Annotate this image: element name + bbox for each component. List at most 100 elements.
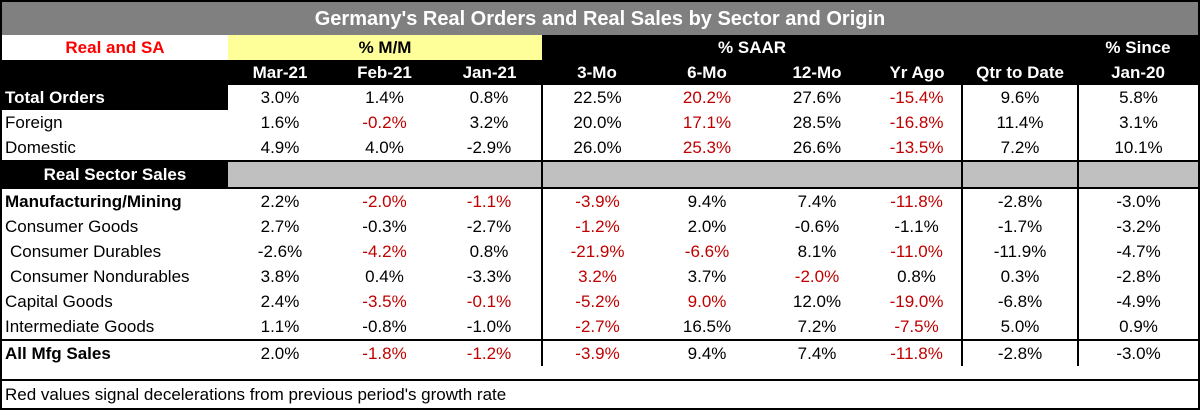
table-row: Consumer Durables -2.6% -4.2% 0.8% -21.9…	[2, 239, 1199, 264]
section-label-real-sector-sales: Real Sector Sales	[2, 160, 228, 188]
table-cell: -11.8%	[872, 187, 963, 214]
table-cell: -4.9%	[1077, 289, 1199, 314]
col-header: 6-Mo	[652, 60, 763, 85]
header-blank	[2, 60, 228, 85]
section-filler	[961, 160, 1079, 188]
table-row: All Mfg Sales 2.0% -1.8% -1.2% -3.9% 9.4…	[2, 339, 1199, 366]
table-cell: -0.6%	[794, 216, 840, 236]
table-cell: 4.0%	[365, 137, 404, 157]
table-cell: 0.3%	[961, 264, 1079, 289]
table-cell: 7.4%	[762, 339, 873, 366]
table-row: Intermediate Goods 1.1% -0.8% -1.0% -2.7…	[2, 314, 1199, 340]
table-cell: 9.0%	[687, 291, 727, 311]
section-filler	[228, 160, 543, 188]
table-cell: 9.4%	[652, 187, 763, 214]
table-cell: -3.2%	[1077, 214, 1199, 239]
table-cell: 3.2%	[469, 112, 509, 132]
col-header: Yr Ago	[872, 60, 963, 85]
col-header: Mar-21	[228, 60, 332, 85]
table-cell: -11.9%	[961, 239, 1079, 264]
table-cell: -4.2%	[362, 241, 407, 261]
table-cell: 3.0%	[260, 87, 300, 107]
table-cell: 20.2%	[682, 87, 732, 107]
table-cell: 4.9%	[260, 137, 300, 157]
saar-group-header: % SAAR	[542, 35, 963, 60]
table-cell: -2.9%	[466, 137, 512, 157]
table-cell: -2.8%	[1077, 264, 1199, 289]
table-cell: 2.0%	[228, 339, 332, 366]
table-row: Total Orders 3.0% 1.4% 0.8% 22.5% 20.2% …	[2, 85, 1199, 110]
section-filler	[1077, 160, 1199, 188]
table-cell: 11.4%	[961, 110, 1079, 135]
table-cell: 9.6%	[961, 85, 1079, 110]
table-cell: 5.8%	[1077, 85, 1199, 110]
table-cell: -0.8%	[362, 316, 407, 336]
table-row: Capital Goods 2.4% -3.5% -0.1% -5.2% 9.0…	[2, 289, 1199, 314]
table-cell: -3.9%	[541, 187, 653, 214]
table-cell: 1.4%	[365, 87, 404, 107]
table-cell: -19.0%	[889, 291, 944, 311]
table-cell: -1.8%	[332, 339, 437, 366]
table-cell: -0.2%	[362, 112, 407, 132]
table-cell: -7.5%	[894, 316, 939, 336]
table-cell: -1.2%	[437, 339, 543, 366]
table-cell: 3.2%	[541, 264, 653, 289]
table-row: Domestic 4.9% 4.0% -2.9% 26.0% 25.3% 26.…	[2, 135, 1199, 161]
table-cell: 1.1%	[260, 316, 300, 336]
row-label: Intermediate Goods	[5, 316, 155, 336]
table-cell: -2.8%	[961, 187, 1079, 214]
table-cell: 2.2%	[228, 187, 332, 214]
table-row: Foreign 1.6% -0.2% 3.2% 20.0% 17.1% 28.5…	[2, 110, 1199, 135]
table-cell: -16.8%	[889, 112, 944, 132]
orders-sales-table: Real and SA % M/M % SAAR % Since Mar-21 …	[2, 35, 1199, 366]
table-cell: -3.0%	[1077, 339, 1199, 366]
table-cell: -1.1%	[437, 187, 543, 214]
footnote: Red values signal decelerations from pre…	[2, 379, 1198, 408]
table-cell: 0.8%	[469, 87, 509, 107]
table-cell: -2.7%	[541, 314, 653, 340]
table-cell: -2.8%	[961, 339, 1079, 366]
table-cell: 2.4%	[260, 291, 300, 311]
table-cell: 3.8%	[260, 266, 300, 286]
table-cell: -0.1%	[466, 291, 512, 311]
table-cell: 16.5%	[682, 316, 732, 336]
table-cell: -2.0%	[332, 187, 437, 214]
table-cell: -4.7%	[1077, 239, 1199, 264]
table-cell: 27.6%	[792, 87, 842, 107]
table-cell: -3.0%	[1077, 187, 1199, 214]
table-cell: -1.2%	[541, 214, 653, 239]
table-cell: 9.4%	[652, 339, 763, 366]
table-cell: 3.7%	[687, 266, 727, 286]
table-cell: 5.0%	[961, 314, 1079, 340]
table-row: Consumer Nondurables 3.8% 0.4% -3.3% 3.2…	[2, 264, 1199, 289]
row-label: Capital Goods	[5, 291, 113, 311]
row-label: Foreign	[5, 112, 63, 132]
header-row-groups: Real and SA % M/M % SAAR % Since	[2, 35, 1199, 60]
table-cell: 1.6%	[260, 112, 300, 132]
table-cell: 0.8%	[469, 241, 509, 261]
row-label: Consumer Goods	[5, 216, 139, 236]
table-cell: 12.0%	[792, 291, 842, 311]
table-cell: 10.1%	[1077, 135, 1199, 161]
section-row: Real Sector Sales	[2, 160, 1199, 188]
table-cell: -3.9%	[541, 339, 653, 366]
table-cell: -3.3%	[466, 266, 512, 286]
table-cell: 0.9%	[1077, 314, 1199, 340]
table-cell: 7.2%	[797, 316, 837, 336]
blank-header	[962, 35, 1079, 60]
table-title: Germany's Real Orders and Real Sales by …	[2, 2, 1198, 35]
col-header: 12-Mo	[762, 60, 873, 85]
row-label: Manufacturing/Mining	[2, 187, 228, 214]
table-cell: -6.6%	[684, 241, 730, 261]
table-cell: 2.7%	[260, 216, 300, 236]
table-cell: 17.1%	[682, 112, 732, 132]
table-cell: -11.8%	[872, 339, 963, 366]
table-cell: 0.4%	[365, 266, 404, 286]
table-row: Consumer Goods 2.7% -0.3% -2.7% -1.2% 2.…	[2, 214, 1199, 239]
table-cell: -21.9%	[541, 239, 653, 264]
col-header: Jan-21	[437, 60, 543, 85]
table-cell: 25.3%	[682, 137, 732, 157]
table-row: Manufacturing/Mining 2.2% -2.0% -1.1% -3…	[2, 187, 1199, 214]
row-label: Consumer Durables	[10, 241, 162, 261]
